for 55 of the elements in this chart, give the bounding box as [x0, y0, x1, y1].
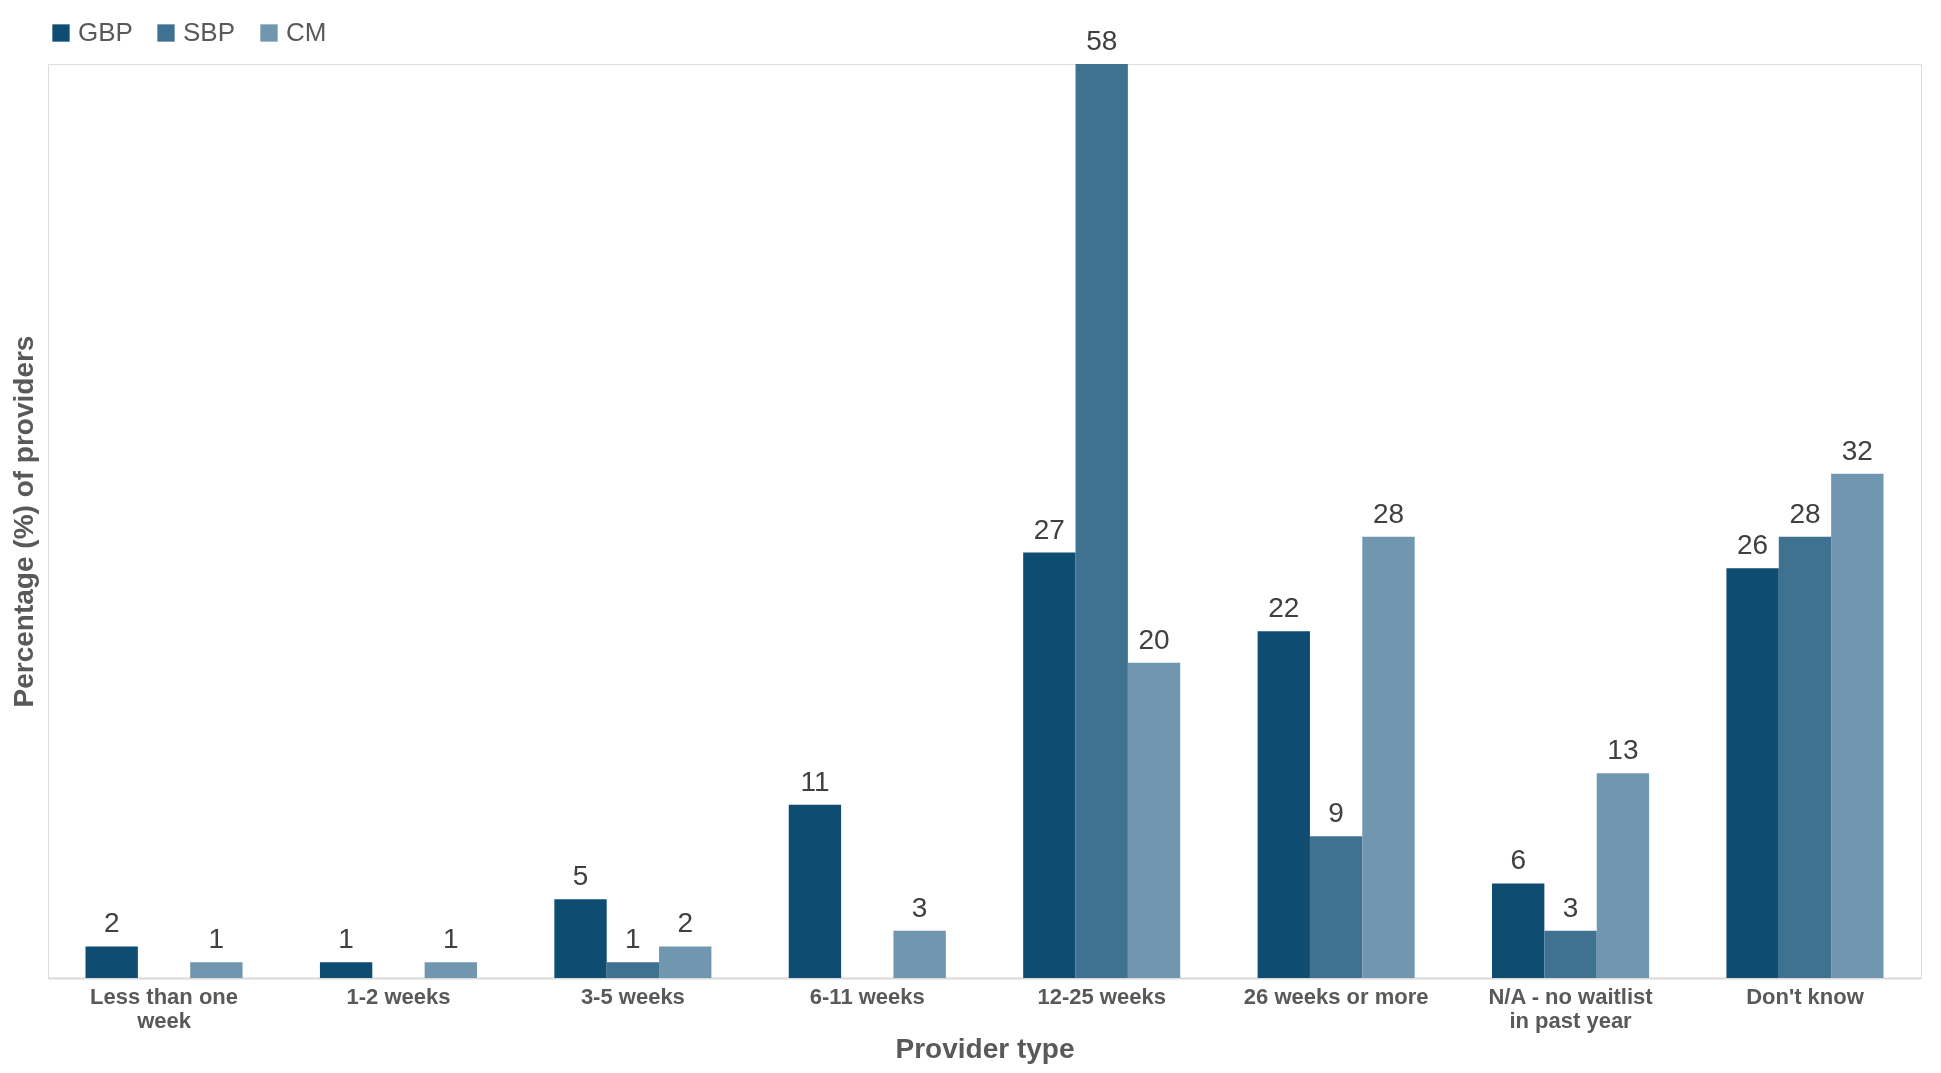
bar [1831, 473, 1884, 978]
data-label: 1 [443, 923, 459, 955]
y-axis-title: Percentage (%) of providers [7, 335, 39, 708]
data-label: 27 [1033, 513, 1065, 545]
bar [1726, 568, 1779, 978]
bar [893, 930, 946, 978]
bar [1492, 883, 1545, 978]
legend-label: SBP [183, 17, 236, 47]
bar [606, 962, 660, 978]
data-label: 2 [103, 907, 120, 939]
data-label: 13 [1607, 734, 1639, 766]
x-axis-title: Provider type [895, 1032, 1075, 1064]
data-label: 1 [338, 923, 354, 955]
x-tick-label: 1-2 weeks [346, 983, 451, 1009]
bar [1596, 773, 1650, 978]
bar [1778, 536, 1832, 978]
data-label: 3 [911, 891, 928, 923]
bar [319, 962, 373, 978]
x-tick-label: Don't know [1746, 983, 1865, 1009]
bar [1362, 536, 1415, 978]
bar [190, 962, 243, 978]
data-label: 22 [1268, 592, 1300, 624]
bar [424, 962, 477, 978]
data-label: 1 [625, 923, 641, 955]
bar [1309, 836, 1363, 978]
bar [1127, 662, 1181, 978]
x-tick-label: 12-25 weeks [1037, 983, 1166, 1009]
bar [85, 946, 138, 978]
x-tick-label: Less than one week [90, 983, 238, 1033]
bar [1023, 552, 1076, 978]
x-tick-label: N/A - no waitlist in past year [1488, 983, 1654, 1033]
data-label: 3 [1562, 891, 1579, 923]
bar [1544, 930, 1597, 978]
bar [1257, 631, 1310, 978]
data-label: 2 [677, 907, 694, 939]
bar [788, 804, 842, 978]
data-label: 1 [208, 923, 225, 955]
x-tick-label: 26 weeks or more [1243, 983, 1429, 1009]
data-label: 28 [1789, 497, 1821, 529]
data-label: 11 [800, 765, 830, 797]
data-label: 26 [1737, 529, 1769, 561]
data-label: 28 [1372, 497, 1405, 529]
data-label: 9 [1328, 797, 1344, 829]
bar [659, 946, 712, 978]
legend-label: GBP [78, 17, 133, 47]
x-tick-label: 3-5 weeks [580, 983, 685, 1009]
bar [1075, 64, 1128, 978]
data-label: 32 [1841, 434, 1873, 466]
legend-label: CM [286, 17, 327, 47]
data-label: 58 [1086, 25, 1118, 56]
data-label: 6 [1510, 844, 1526, 876]
data-label: 20 [1138, 623, 1170, 655]
bar [554, 899, 607, 978]
data-label: 5 [572, 860, 589, 892]
x-tick-label: 6-11 weeks [809, 983, 925, 1009]
